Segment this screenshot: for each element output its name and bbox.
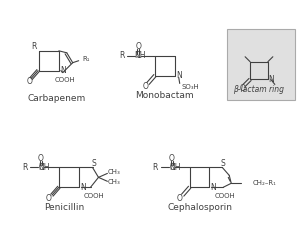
Text: N: N bbox=[268, 75, 274, 84]
Text: NH: NH bbox=[134, 51, 146, 60]
Text: O: O bbox=[239, 84, 245, 93]
Text: COOH: COOH bbox=[215, 193, 236, 199]
Text: Cephalosporin: Cephalosporin bbox=[167, 203, 232, 212]
Text: O: O bbox=[26, 77, 32, 86]
Text: R: R bbox=[22, 163, 27, 172]
Text: O: O bbox=[169, 154, 175, 163]
Text: N: N bbox=[211, 183, 216, 192]
Text: CH₃: CH₃ bbox=[108, 179, 121, 185]
Text: O: O bbox=[46, 194, 52, 203]
Text: NH: NH bbox=[38, 163, 50, 172]
Text: Penicillin: Penicillin bbox=[44, 203, 84, 212]
Text: R: R bbox=[32, 42, 37, 51]
Text: N: N bbox=[80, 183, 86, 192]
Text: CH₃: CH₃ bbox=[108, 169, 121, 175]
Text: O: O bbox=[177, 194, 183, 203]
Text: S: S bbox=[221, 159, 226, 168]
Text: Carbapenem: Carbapenem bbox=[28, 94, 86, 103]
Text: O: O bbox=[135, 42, 141, 51]
FancyBboxPatch shape bbox=[227, 29, 295, 100]
Text: O: O bbox=[143, 82, 149, 91]
Text: SO₃H: SO₃H bbox=[182, 84, 200, 90]
Text: CH₂–R₁: CH₂–R₁ bbox=[253, 180, 277, 186]
Text: NH: NH bbox=[169, 163, 181, 172]
Text: R: R bbox=[119, 51, 124, 60]
Text: COOH: COOH bbox=[83, 193, 104, 199]
Text: N: N bbox=[60, 66, 66, 75]
Text: S: S bbox=[91, 159, 96, 168]
Text: R: R bbox=[153, 163, 158, 172]
Text: C: C bbox=[169, 163, 174, 172]
Text: C: C bbox=[136, 51, 141, 60]
Text: COOH: COOH bbox=[54, 78, 75, 83]
Text: O: O bbox=[38, 154, 44, 163]
Text: C: C bbox=[38, 163, 43, 172]
Text: β-lactam ring: β-lactam ring bbox=[233, 85, 284, 94]
Text: N: N bbox=[176, 71, 182, 80]
Text: Monobactam: Monobactam bbox=[136, 91, 194, 100]
Text: R₁: R₁ bbox=[82, 56, 90, 62]
